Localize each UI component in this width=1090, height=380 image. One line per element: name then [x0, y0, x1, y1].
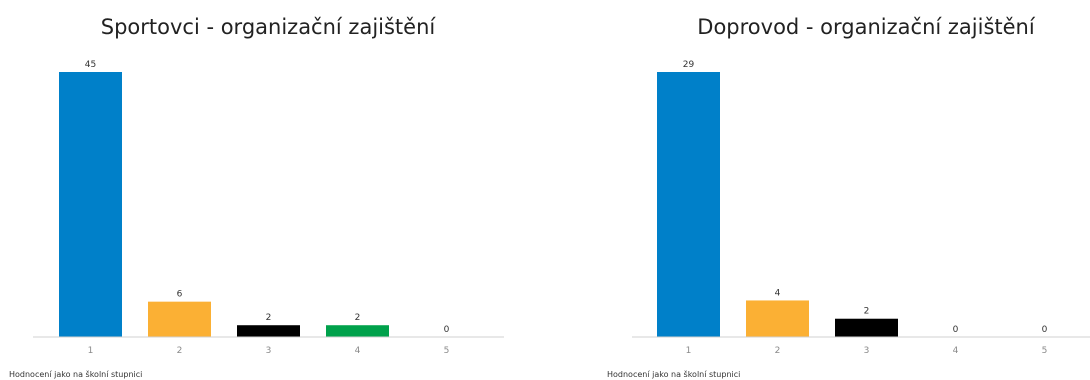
- data-label-3: 2: [266, 313, 272, 323]
- data-label-4: 2: [355, 313, 361, 323]
- data-label-3: 2: [864, 307, 870, 317]
- data-label-2: 6: [177, 290, 183, 300]
- bar-2: [746, 300, 809, 337]
- bar-1: [657, 72, 720, 337]
- x-tick-label-3: 3: [864, 346, 870, 356]
- x-tick-label-5: 5: [444, 346, 450, 356]
- chart-title: Sportovci - organizační zajištění: [101, 15, 437, 39]
- data-label-2: 4: [775, 288, 781, 298]
- bar-group: 45 6 2 2 0: [59, 60, 450, 337]
- x-tick-label-2: 2: [177, 346, 183, 356]
- x-tick-label-1: 1: [88, 346, 94, 356]
- data-label-4: 0: [953, 325, 959, 335]
- axis-note: Hodnocení jako na školní stupnici: [607, 369, 740, 379]
- x-tick-group: 1 2 3 4 5: [88, 346, 450, 356]
- x-tick-label-1: 1: [686, 346, 692, 356]
- data-label-5: 0: [444, 325, 450, 335]
- bar-3: [835, 318, 898, 337]
- bar-1: [59, 72, 122, 337]
- bar-2: [148, 301, 211, 337]
- data-label-1: 29: [683, 60, 695, 70]
- x-tick-label-3: 3: [266, 346, 272, 356]
- axis-note: Hodnocení jako na školní stupnici: [9, 369, 142, 379]
- bar-4: [326, 325, 389, 337]
- x-tick-label-5: 5: [1042, 346, 1048, 356]
- data-label-1: 45: [85, 60, 96, 70]
- bar-3: [237, 325, 300, 337]
- x-tick-label-4: 4: [953, 346, 959, 356]
- x-tick-label-4: 4: [355, 346, 361, 356]
- x-tick-label-2: 2: [775, 346, 781, 356]
- x-tick-group: 1 2 3 4 5: [686, 346, 1048, 356]
- chart-title: Doprovod - organizační zajištění: [697, 15, 1036, 39]
- data-label-5: 0: [1042, 325, 1048, 335]
- bar-group: 29 4 2 0 0: [657, 60, 1048, 337]
